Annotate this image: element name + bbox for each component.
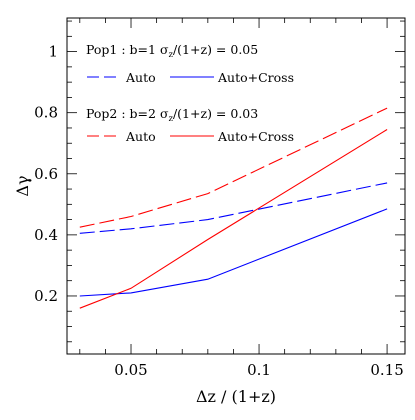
y-tick-label: 0.8 [34,104,58,122]
plot-frame [66,17,406,355]
pop2-auto-cross-line [79,129,388,309]
ticks: 0.05 0.1 0.15 0.2 0.4 0.6 0.8 1 [34,18,405,379]
x-tick-label: 0.05 [114,361,147,379]
x-axis-label: Δz / (1+z) [196,387,276,406]
pop1-auto-cross-line [79,208,388,297]
legend-pop2-title: Pop2 : b=2 σz/(1+z) = 0.03 [86,106,258,124]
y-tick-label: 1 [48,43,58,61]
y-tick-label: 0.4 [34,226,58,244]
legend-pop1-title: Pop1 : b=1 σz/(1+z) = 0.05 [86,42,258,60]
y-axis-label: Δγ [13,175,32,196]
series-lines [79,107,388,309]
x-tick-label: 0.1 [247,361,271,379]
legend-pop2-cross-label: Auto+Cross [217,129,294,144]
pop2-auto-line [79,107,388,228]
y-tick-label: 0.6 [34,165,58,183]
x-tick-label: 0.15 [370,361,403,379]
y-tick-label: 0.2 [34,287,58,305]
legend-pop2-auto-label: Auto [125,129,156,144]
legend: Pop1 : b=1 σz/(1+z) = 0.05 Auto Auto+Cro… [86,42,294,144]
legend-pop1-cross-label: Auto+Cross [217,70,294,85]
legend-pop1-auto-label: Auto [125,70,156,85]
pop1-auto-line [79,182,388,234]
